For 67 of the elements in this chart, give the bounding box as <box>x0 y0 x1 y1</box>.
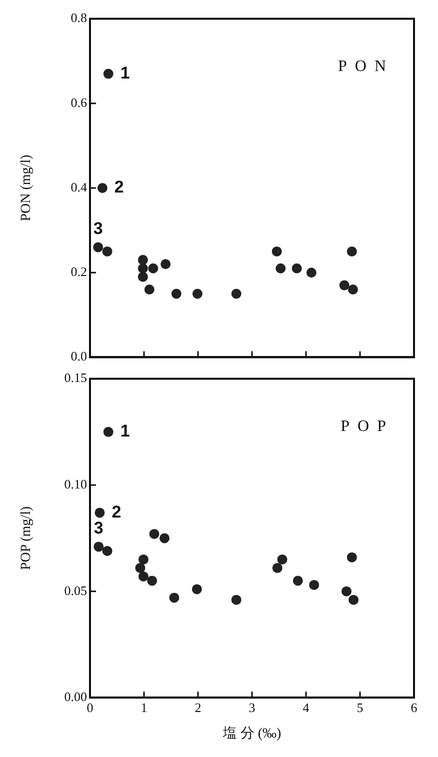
annotation: PON <box>338 58 394 76</box>
point <box>102 246 112 256</box>
annotation: 1 <box>120 63 130 82</box>
point <box>272 246 282 256</box>
point <box>94 508 105 518</box>
point <box>346 552 357 562</box>
annotation: 3 <box>93 218 103 238</box>
y-tick-label: 0.05 <box>64 582 87 598</box>
point <box>276 263 286 274</box>
point <box>309 580 320 590</box>
point <box>160 533 170 544</box>
x-tick-label: 0 <box>86 700 94 715</box>
x-tick-label: 2 <box>194 700 202 715</box>
y-tick-label: 0.8 <box>70 10 87 26</box>
y-axis-title: PON (mg/l) <box>19 154 34 222</box>
annotation: 2 <box>114 178 124 197</box>
point <box>103 426 114 437</box>
point <box>192 584 202 594</box>
point <box>292 576 303 586</box>
point <box>272 562 282 573</box>
point <box>149 528 160 539</box>
point <box>148 263 158 274</box>
y-tick-label: 0.15 <box>64 370 87 386</box>
point <box>192 288 202 299</box>
point <box>93 242 104 252</box>
point <box>138 272 148 282</box>
point <box>169 592 180 603</box>
point <box>103 68 114 79</box>
point <box>346 246 357 256</box>
point <box>102 546 112 556</box>
point <box>138 263 148 274</box>
point <box>231 288 242 299</box>
x-tick-label: 4 <box>302 700 310 715</box>
point <box>138 254 148 265</box>
x-tick-label: 5 <box>356 700 364 715</box>
point <box>94 542 104 552</box>
point <box>348 594 359 605</box>
y-tick-label: 0.2 <box>70 264 87 280</box>
point <box>306 268 316 278</box>
point <box>292 263 302 274</box>
x-tick-label: 1 <box>140 700 148 715</box>
annotation: 2 <box>112 502 122 522</box>
point <box>97 183 108 193</box>
point <box>135 562 146 573</box>
point <box>144 284 154 295</box>
point <box>171 288 182 299</box>
point <box>277 554 288 564</box>
y-tick-label: 0.00 <box>64 689 87 704</box>
point <box>138 554 148 564</box>
x-tick-label: 3 <box>248 700 256 715</box>
y-tick-label: 0.4 <box>70 179 88 194</box>
y-tick-label: 0.10 <box>64 476 87 492</box>
x-tick-label: 6 <box>410 700 418 715</box>
annotation: POP <box>340 418 394 436</box>
point <box>339 280 350 290</box>
y-tick-label: 0.6 <box>70 94 88 110</box>
annotation: 3 <box>94 518 104 538</box>
point <box>138 571 148 582</box>
point <box>231 594 242 605</box>
y-tick-label: 0.0 <box>70 348 87 364</box>
x-axis-title: 塩 分 (‰) <box>222 725 282 742</box>
point <box>147 576 158 586</box>
point <box>342 586 352 596</box>
y-axis-title: POP (mg/l) <box>19 506 34 570</box>
point <box>160 259 171 270</box>
point <box>348 284 358 295</box>
annotation: 1 <box>120 422 130 441</box>
